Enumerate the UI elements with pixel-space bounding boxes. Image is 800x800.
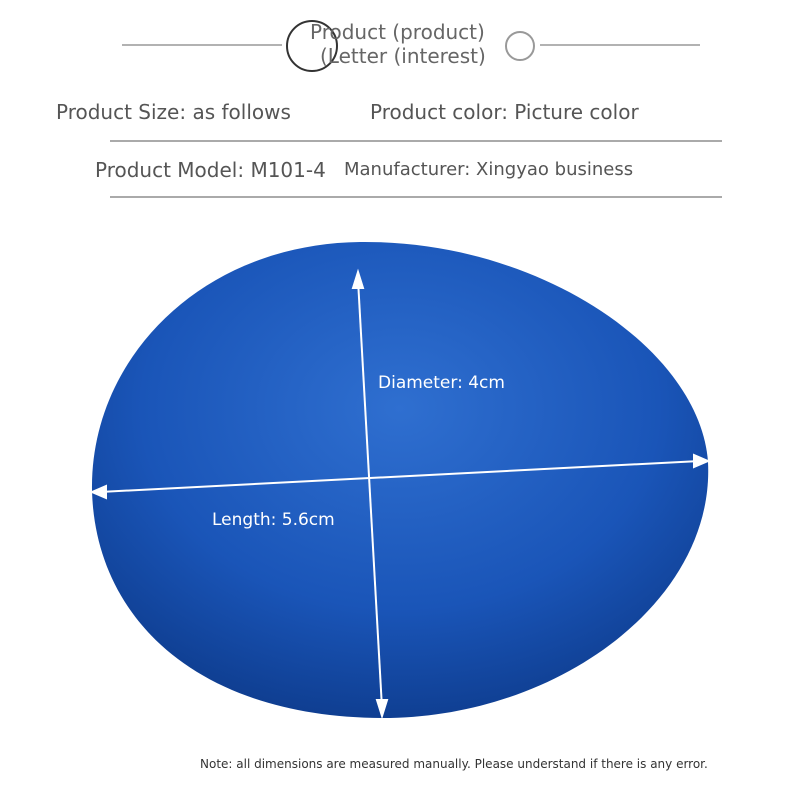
info: Product color: Picture color [370, 100, 639, 124]
circle-deco [505, 31, 535, 61]
info: Manufacturer: Xingyao business [344, 159, 634, 180]
title: (Letter (interest) [320, 44, 486, 68]
circle-deco [286, 20, 338, 72]
dimension-lines [89, 268, 711, 720]
dimension-label: Length: 5.6cm [212, 510, 335, 530]
info: Product Size: as follows [56, 100, 291, 124]
egg [91, 241, 709, 719]
title: Product (product) [310, 20, 485, 44]
dimension-label: Diameter: 4cm [378, 373, 505, 393]
note: Note: all dimensions are measured manual… [200, 757, 708, 771]
info: Product Model: M101-4 [95, 158, 326, 182]
